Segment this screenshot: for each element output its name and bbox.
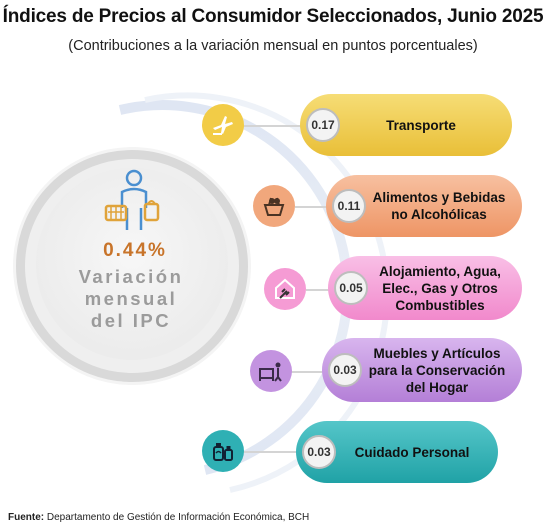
ipc-circle-inner xyxy=(36,168,228,360)
connector-line xyxy=(295,206,335,208)
furniture-icon xyxy=(250,350,292,392)
category-pill: 0.11 Alimentos y Bebidas no Alcohólicas xyxy=(326,175,522,237)
value-badge: 0.03 xyxy=(328,353,362,387)
ipc-label-line3: del IPC xyxy=(90,310,172,331)
connector-line xyxy=(290,371,326,373)
category-label: Transporte xyxy=(386,117,456,133)
source-note: Fuente: Departamento de Gestión de Infor… xyxy=(8,512,309,523)
value-badge: 0.05 xyxy=(334,271,368,305)
category-pill: 0.03 Cuidado Personal xyxy=(296,421,498,483)
connector-line xyxy=(238,125,308,127)
category-label: Cuidado Personal xyxy=(354,444,470,460)
category-pill: 0.17 Transporte xyxy=(300,94,512,156)
category-pill: 0.05 Alojamiento, Agua, Elec., Gas y Otro… xyxy=(328,256,522,320)
ipc-total-value: 0.44% xyxy=(103,240,167,261)
shopping-person-icon xyxy=(104,169,160,230)
chart-subtitle: (Contribuciones a la variación mensual e… xyxy=(68,38,478,54)
connector-line xyxy=(240,451,300,453)
source-text: Departamento de Gestión de Información E… xyxy=(46,512,310,523)
category-label: Alimentos y Bebidas no Alcohólicas xyxy=(366,175,512,237)
grocery-basket-icon xyxy=(253,185,295,227)
category-label-text: Alimentos y Bebidas no Alcohólicas xyxy=(372,190,506,222)
personal-care-icon xyxy=(202,430,244,472)
category-label: Alojamiento, Agua, Elec., Gas y Otros Comb… xyxy=(368,256,512,320)
category-label-text: Alojamiento, Agua, Elec., Gas y Otros Comb… xyxy=(379,263,501,313)
value-badge: 0.11 xyxy=(332,189,366,223)
source-label: Fuente: xyxy=(8,512,45,523)
ipc-label-line2: mensual xyxy=(84,288,178,309)
connector-line xyxy=(306,289,336,291)
house-plug-icon xyxy=(264,268,306,310)
airplane-icon xyxy=(202,104,244,146)
category-label-text: Muebles y Artículos para la Conservación d… xyxy=(368,345,506,395)
ipc-label-line1: Variación xyxy=(78,266,184,287)
value-badge: 0.03 xyxy=(302,435,336,469)
category-label: Muebles y Artículos para la Conservación d… xyxy=(362,338,512,402)
chart-title: Índices de Precios al Consumidor Selecci… xyxy=(2,6,544,27)
value-badge: 0.17 xyxy=(306,108,340,142)
ipc-label: Variación mensual del IPC xyxy=(56,266,206,332)
category-pill: 0.03 Muebles y Artículos para la Conserva… xyxy=(322,338,522,402)
